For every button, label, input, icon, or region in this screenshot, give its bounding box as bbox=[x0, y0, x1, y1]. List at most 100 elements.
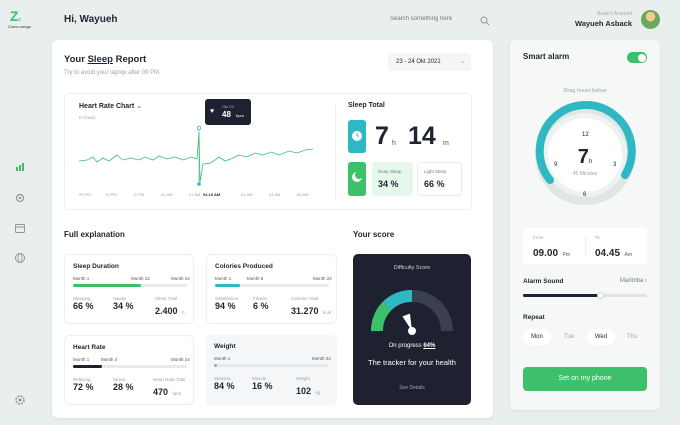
progress-fill bbox=[215, 284, 241, 287]
from-label: From bbox=[533, 235, 544, 240]
card-title: Weight bbox=[214, 343, 236, 350]
mark: Month 1 bbox=[73, 276, 90, 281]
alarm-toggle[interactable] bbox=[627, 52, 647, 63]
sound-slider[interactable] bbox=[523, 292, 647, 299]
calories-card[interactable]: Colories Produced Month 1 Month 6 Month … bbox=[206, 254, 337, 324]
logo-sub: z bbox=[18, 17, 22, 23]
date-range-select[interactable]: 23 - 24 Okt 2021 ⌄ bbox=[388, 53, 471, 71]
mark: Month 1 bbox=[214, 356, 231, 361]
light-sleep-label: Light Sleep bbox=[424, 169, 447, 174]
report-subtitle: Try to avoid your laptop after 09 PM. bbox=[64, 70, 161, 76]
moon-tile bbox=[348, 162, 366, 196]
mark: Month 12 bbox=[131, 276, 150, 281]
chart-divider bbox=[335, 104, 336, 200]
nav-settings-icon[interactable] bbox=[14, 191, 26, 203]
stat: Relaxing 72 % bbox=[73, 377, 94, 392]
sleep-minutes: 14 bbox=[408, 122, 436, 150]
x-tick: 09 PM bbox=[79, 192, 91, 197]
alarm-clock-icon bbox=[352, 131, 362, 141]
nav-globe-icon[interactable] bbox=[14, 251, 26, 263]
mark: Month 4 bbox=[101, 357, 118, 362]
tooltip-value: 48 bbox=[222, 110, 231, 119]
x-axis-ticks: 09 PM 10 PM 11 PM 00 AM 01 AM 04.15 AM 0… bbox=[79, 192, 319, 200]
logo[interactable]: Zz Cumo nongo bbox=[8, 8, 36, 29]
sidebar: Zz Cumo nongo bbox=[0, 0, 40, 425]
x-tick: 03 AM bbox=[241, 192, 253, 197]
time-divider bbox=[585, 236, 586, 256]
stat: Heart Rate Total 470 bpm bbox=[153, 377, 186, 397]
mark: Month 24 bbox=[312, 356, 331, 361]
time-range-card: From 09.00 Pm To 04.45 Am bbox=[523, 228, 647, 264]
alarm-dial[interactable] bbox=[530, 100, 640, 210]
x-tick-active: 04.15 AM bbox=[203, 192, 221, 197]
tooltip-unit: bpm bbox=[236, 113, 244, 118]
stat: Muscle 16 % bbox=[252, 376, 273, 391]
day-wed[interactable]: Wed bbox=[587, 329, 615, 345]
stat: Awake 34 % bbox=[113, 296, 134, 311]
progress-bar[interactable] bbox=[214, 364, 328, 367]
chart-tooltip: ♥ Okt 24 48 bpm bbox=[205, 99, 251, 125]
deep-sleep-value: 34 % bbox=[378, 179, 399, 189]
stat: Sleeping 66 % bbox=[73, 296, 94, 311]
card-title: Heart Rate bbox=[73, 344, 106, 351]
progress-bar[interactable] bbox=[73, 284, 187, 287]
see-details-link[interactable]: See Details bbox=[399, 385, 425, 391]
deep-sleep-label: Deep Sleep bbox=[378, 169, 402, 174]
account-label: Bsaic's Account bbox=[597, 11, 632, 17]
clock-number: 3 bbox=[613, 162, 617, 168]
sleep-duration-card[interactable]: Sleep Duration Month 1 Month 12 Month 24… bbox=[64, 254, 194, 324]
avatar[interactable] bbox=[641, 10, 660, 29]
day-thu[interactable]: Thu bbox=[626, 334, 638, 340]
heart-rate-card[interactable]: Heart Rate Month 1 Month 4 Month 24 Rela… bbox=[64, 335, 194, 405]
mark: Month 24 bbox=[171, 357, 190, 362]
progress-value: 64% bbox=[423, 343, 436, 349]
to-time[interactable]: 04.45 Am bbox=[595, 248, 632, 259]
clock-minutes: 45 Minutes bbox=[572, 171, 598, 177]
x-tick: 01 AM bbox=[189, 192, 201, 197]
repeat-label: Repeat bbox=[523, 314, 545, 321]
progress-bar[interactable] bbox=[215, 284, 329, 287]
stat: Sleep Total 2.400 h bbox=[155, 296, 185, 316]
score-card: Difficulty Score On progress 64% The tra… bbox=[353, 254, 471, 405]
progress-bar[interactable] bbox=[73, 365, 187, 368]
sound-slider-fill bbox=[523, 294, 600, 297]
heart-chart-title[interactable]: Heart Rate Chart ⌄ bbox=[79, 103, 143, 110]
chevron-down-icon: ⌄ bbox=[459, 59, 465, 65]
sound-slider-knob bbox=[596, 292, 604, 299]
sleep-hours: 7 bbox=[375, 122, 389, 150]
nav-calendar-icon[interactable] bbox=[14, 221, 26, 233]
mark: Month 6 bbox=[247, 276, 264, 281]
search-input[interactable] bbox=[390, 12, 480, 26]
alarm-panel: Smart alarm Drag hours below 12 3 6 9 7h… bbox=[510, 40, 660, 410]
stat: Fitness 6 % bbox=[253, 296, 269, 311]
greeting: Hi, Wayueh bbox=[64, 14, 118, 25]
search-icon[interactable] bbox=[480, 13, 490, 26]
your-score-title: Your score bbox=[353, 230, 395, 239]
mark: Month 24 bbox=[313, 276, 332, 281]
stat: Calories Total 31.270 kcal bbox=[291, 296, 331, 316]
report-title: Your Sleep Report bbox=[64, 54, 147, 65]
progress-fill bbox=[73, 284, 142, 287]
toggle-knob bbox=[637, 53, 646, 62]
alarm-clock-tile bbox=[348, 120, 366, 153]
progress-line: On progress 64% bbox=[388, 343, 436, 349]
x-tick: 05 AM bbox=[297, 192, 309, 197]
tooltip-date: Okt 24 bbox=[222, 104, 234, 109]
full-explanation-title: Full explanation bbox=[64, 230, 125, 239]
weight-card[interactable]: Weight Month 1 Month 24 Stamina 84 % Musc… bbox=[206, 335, 337, 405]
set-on-phone-button[interactable]: Set on my phone bbox=[523, 367, 647, 391]
gauge-title: Difficulty Score bbox=[393, 265, 431, 271]
alarm-sound-label: Alarm Sound bbox=[523, 278, 564, 285]
alarm-sound-select[interactable]: Marimba › bbox=[619, 278, 647, 284]
card-title: Colories Produced bbox=[215, 263, 273, 270]
account-name[interactable]: Wayueh Asback bbox=[575, 19, 632, 28]
stat: Stress 28 % bbox=[113, 377, 134, 392]
from-time[interactable]: 09.00 Pm bbox=[533, 248, 570, 259]
nav-gear-icon[interactable] bbox=[14, 393, 26, 405]
chevron-right-icon: › bbox=[645, 278, 647, 284]
day-tue[interactable]: Tue bbox=[563, 334, 575, 340]
day-mon[interactable]: Mon bbox=[523, 329, 551, 345]
x-tick: 11 PM bbox=[133, 192, 145, 197]
sleep-h-unit: h bbox=[392, 140, 396, 147]
nav-chart-icon[interactable] bbox=[14, 160, 26, 172]
